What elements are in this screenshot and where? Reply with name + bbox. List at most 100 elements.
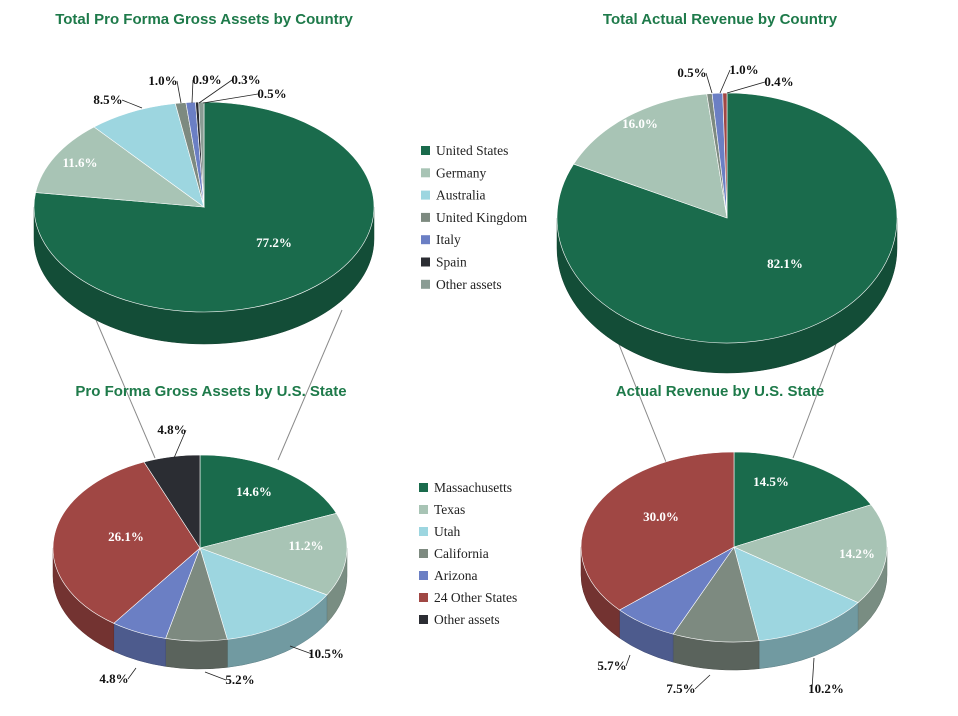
leader-line [173,429,187,459]
legend-item: Utah [434,524,460,539]
pie-side-california [165,638,228,670]
data-label: 1.0% [729,62,758,77]
pie-slice-24-other-states [580,451,735,611]
leader-line [625,654,631,667]
pie-chart-revenue-by-state: 14.5% 14.2% 10.2% 7.5% 5.7% 30.0% Actual Reven… [580,383,888,696]
chart-title: Actual Revenue by U.S. State [616,383,824,400]
pie-slice-united-states [556,92,898,344]
data-label: 11.2% [288,538,323,553]
data-label: 30.0% [643,509,679,524]
legend-item: Arizona [434,568,477,583]
leader-line [191,79,194,104]
pie-slice-other-assets [198,101,205,208]
data-label: 0.9% [192,72,221,87]
legend-item: United States [436,143,508,158]
legend-item: Germany [436,165,486,180]
data-label: 7.5% [666,681,695,696]
legend-swatch [421,235,430,245]
pie-chart-assets-by-country: 77.2% 11.6% 8.5% 1.0% 0.9% 0.3%0.5% Total Pro … [33,11,375,345]
leader-line [202,93,259,104]
chart-title: Total Actual Revenue by Country [603,11,838,28]
legend-swatch [421,212,430,222]
legend-swatch [419,615,428,624]
pie-slice-utah [733,546,859,642]
legend-item: California [434,546,489,561]
legend-item: Texas [434,502,465,517]
legend-states: Massachusetts Texas Utah California Arizona 2… [419,480,517,627]
pie-slice-massachusetts [199,454,337,549]
leader-line [694,674,711,690]
data-label: 11.6% [62,155,97,170]
data-label: 8.5% [93,92,122,107]
leader-line [198,79,233,104]
legend-item: United Kingdom [436,210,528,225]
legend-item: Other assets [434,612,500,627]
data-label: 82.1% [767,256,803,271]
legend-item: Other assets [436,277,502,292]
connector-line [609,321,667,463]
data-label: 5.7% [597,658,626,673]
pie-slice-other-assets [143,454,201,550]
legend-item: Spain [436,255,467,270]
legend-swatch [419,483,428,492]
data-label: 14.5% [753,474,789,489]
data-label: 4.8% [157,422,186,437]
legend-item: 24 Other States [434,590,517,605]
pie-slice-california [672,546,760,643]
pie-slice-other [722,92,728,219]
data-label: 5.2% [225,672,254,687]
pie-slice-texas [198,512,348,596]
pie-chart-revenue-by-country: 82.1% 16.0% 0.5% 1.0% 0.4% Total Actual Reven… [556,11,898,374]
leader-line [121,99,143,109]
pie-slice-australia [93,103,205,208]
data-label: 10.2% [808,681,844,696]
legend-swatch [419,571,428,580]
data-label: 26.1% [108,529,144,544]
legend-swatch [419,549,428,558]
legend-swatch [421,279,430,289]
data-label: 14.6% [236,484,272,499]
pie-slice-24-other-states [52,461,201,624]
pie-slice-texas [733,504,888,603]
pie-chart-assets-by-state: 14.6% 11.2% 10.5% 5.2% 4.8% 26.1% 4.8% Pro Form… [52,383,348,687]
legend-item: Australia [436,188,486,203]
pie-side-walls [580,546,888,671]
leader-line [719,69,731,94]
legend-swatch [419,593,428,602]
leader-line [176,80,182,104]
data-label: 0.5% [257,86,286,101]
data-label: 14.2% [839,546,875,561]
legend-item: Italy [436,232,461,247]
legend-swatch [421,257,430,267]
legend-swatch [419,505,428,514]
data-label: 16.0% [622,116,658,131]
pie-slice-utah [199,547,328,640]
connector-line [277,309,343,461]
data-label: 0.5% [677,65,706,80]
pie-slice-massachusetts [733,451,872,548]
data-label: 0.4% [764,74,793,89]
leader-line [811,657,815,690]
legend-item: Massachusetts [434,480,512,495]
legend-swatch [421,190,430,200]
leader-line [127,667,137,680]
chart-title: Total Pro Forma Gross Assets by Country [55,11,353,28]
legend-swatch [421,146,430,155]
legend-swatch [421,168,430,178]
leader-line [204,671,227,681]
pie-slice-united-states [33,101,375,313]
pie-slice-germany [35,126,206,208]
chart-title: Pro Forma Gross Assets by U.S. State [75,383,346,400]
pie-slice-germany [573,93,728,219]
connector-line [792,327,843,459]
zoom-connector-lines [95,309,843,463]
legend-countries: United States Germany Australia United King… [421,143,528,292]
data-label: 1.0% [148,73,177,88]
legend-swatch [419,527,428,536]
data-label: 0.3% [231,72,260,87]
data-label: 10.5% [308,646,344,661]
connector-line [95,319,156,459]
leader-line [705,72,713,94]
data-label: 4.8% [99,671,128,686]
